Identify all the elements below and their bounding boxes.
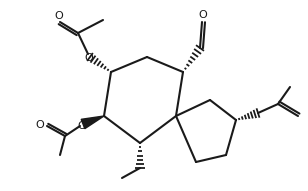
Text: O: O bbox=[85, 53, 93, 63]
Text: O: O bbox=[55, 11, 63, 21]
Text: O: O bbox=[36, 120, 44, 130]
Polygon shape bbox=[81, 116, 104, 129]
Text: O: O bbox=[78, 121, 86, 131]
Text: O: O bbox=[199, 10, 207, 20]
